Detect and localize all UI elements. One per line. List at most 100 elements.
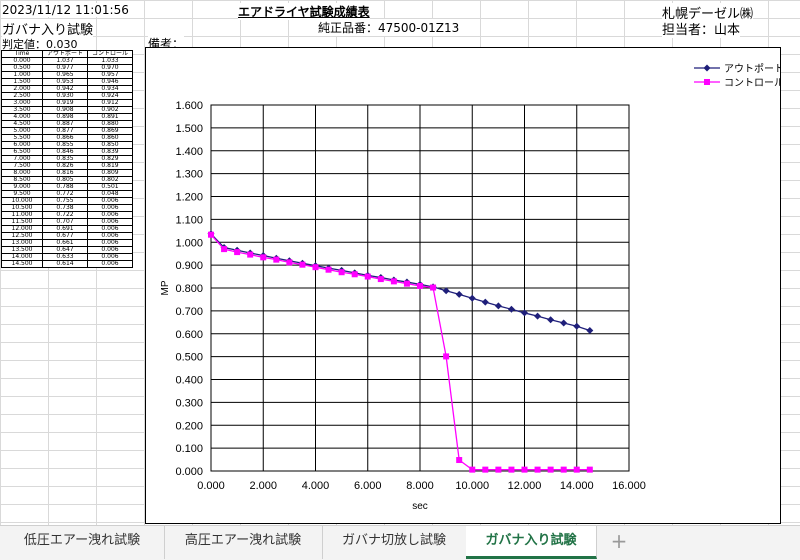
data-point-control [573, 466, 580, 473]
data-point-control [234, 249, 241, 256]
y-tick-label: 0.600 [175, 329, 203, 341]
chart-area[interactable]: 0.000 0.100 0.200 0.300 0.400 0.500 0.600 0.700… [145, 47, 781, 524]
data-point-control [443, 353, 450, 360]
data-table: Time アウトポート コントロール 0.000 1.037 1.033 0.500 0.9… [1, 50, 133, 268]
data-point-control [377, 276, 384, 283]
line-chart: 0.000 0.100 0.200 0.300 0.400 0.500 0.600 0.700… [160, 63, 780, 512]
tab-low-pressure-leak[interactable]: 低圧エアー洩れ試験 [0, 526, 165, 559]
y-tick-label: 1.100 [175, 214, 203, 226]
data-point-control [403, 280, 410, 287]
tab-governor-in[interactable]: ガバナ入り試験 [466, 526, 597, 559]
data-point-outport [547, 316, 555, 324]
table-cell: 0.006 [87, 260, 133, 268]
x-tick-label: 0.000 [197, 480, 225, 492]
data-point-control [325, 266, 332, 273]
table-cell: 0.614 [42, 260, 88, 268]
data-point-outport [521, 309, 528, 317]
y-tick-label: 0.500 [175, 352, 203, 364]
y-tick-label: 0.100 [175, 443, 203, 455]
data-point-control [586, 466, 593, 473]
y-tick-label: 0.800 [175, 283, 203, 295]
table-cell: 14.500 [1, 260, 43, 268]
data-point-control [430, 284, 437, 291]
data-point-control [495, 466, 502, 473]
x-tick-label: 4.000 [302, 480, 330, 492]
data-point-control [508, 466, 515, 473]
data-point-control [547, 466, 554, 473]
x-tick-label: 8.000 [406, 480, 434, 492]
data-point-outport [586, 327, 594, 335]
table-row: 7.000 0.835 0.829 [1, 155, 133, 163]
plot-border [210, 104, 630, 472]
x-tick-label: 14.000 [560, 480, 594, 492]
data-point-control [521, 466, 528, 473]
tab-governor-cutoff[interactable]: ガバナ切放し試験 [322, 526, 467, 559]
data-point-control [469, 466, 476, 473]
legend-label: コントロール [724, 78, 780, 89]
data-point-control [456, 457, 463, 464]
data-point-control [417, 282, 423, 289]
y-tick-label: 1.400 [175, 146, 203, 158]
data-point-outport [507, 305, 515, 313]
data-point-control [260, 254, 267, 261]
data-point-outport [481, 298, 489, 306]
data-point-control [312, 264, 319, 271]
y-tick-label: 0.000 [175, 466, 203, 478]
sheet-title: ガバナ入り試験 [2, 19, 94, 38]
data-point-control [208, 231, 214, 238]
report-title: エアドライヤ試験成績表 [238, 3, 370, 20]
data-point-control [247, 251, 254, 258]
data-point-control [221, 246, 228, 253]
data-point-outport [494, 302, 502, 310]
x-tick-label: 6.000 [354, 480, 382, 492]
table-row: 0.500 0.977 0.970 [1, 64, 133, 72]
data-point-control [482, 466, 489, 473]
table-row: 14.500 0.614 0.006 [1, 260, 133, 268]
data-point-outport [534, 312, 542, 320]
data-point-control [273, 256, 280, 263]
part-number: 純正品番：47500-01Z13 [318, 19, 460, 36]
data-point-control [534, 466, 541, 473]
person-in-charge: 担当者：山本 [662, 19, 741, 38]
data-point-control [364, 273, 371, 280]
legend-label: アウトポート [724, 63, 780, 75]
y-tick-label: 0.400 [175, 375, 203, 387]
x-tick-label: 10.000 [455, 480, 489, 492]
company-name: 札幌デーゼル㈱ [662, 3, 754, 22]
data-point-outport [442, 287, 450, 295]
sheet-tab-bar: 低圧エアー洩れ試験 高圧エアー洩れ試験 ガバナ切放し試験 ガバナ入り試験 + [0, 525, 800, 560]
y-tick-label: 0.900 [175, 260, 203, 272]
y-tick-label: 1.500 [175, 123, 203, 135]
data-point-outport [468, 294, 476, 302]
data-point-control [390, 278, 397, 285]
y-tick-label: 1.200 [175, 192, 203, 204]
y-axis-label: MP [160, 280, 171, 295]
data-point-outport [560, 319, 568, 327]
series-line-control [210, 234, 590, 471]
y-tick-label: 1.300 [175, 169, 203, 181]
table-row: 11.000 0.722 0.006 [1, 211, 133, 219]
y-tick-label: 0.200 [175, 420, 203, 432]
y-tick-label: 1.600 [175, 100, 203, 112]
y-tick-label: 1.000 [175, 237, 203, 249]
x-tick-label: 16.000 [612, 480, 646, 492]
data-point-outport [455, 290, 463, 298]
data-point-control [299, 261, 306, 268]
table-row: 13.500 0.647 0.006 [1, 246, 133, 254]
data-point-control [560, 466, 567, 473]
tab-high-pressure-leak[interactable]: 高圧エアー洩れ試験 [164, 526, 323, 559]
data-point-control [286, 259, 293, 266]
y-tick-label: 0.300 [175, 397, 203, 409]
legend-marker [703, 64, 711, 72]
y-tick-label: 0.700 [175, 306, 203, 318]
legend-marker [704, 79, 710, 85]
data-point-control [351, 271, 358, 278]
judgement-value: 判定値：0.030 [2, 36, 78, 52]
datetime: 2023/11/12 11:01:56 [2, 3, 129, 17]
x-tick-label: 12.000 [508, 480, 542, 492]
plus-icon[interactable]: + [610, 529, 628, 553]
data-point-control [338, 269, 345, 276]
x-tick-label: 2.000 [249, 480, 277, 492]
x-axis-label: sec [412, 501, 428, 512]
data-point-outport [573, 322, 581, 330]
